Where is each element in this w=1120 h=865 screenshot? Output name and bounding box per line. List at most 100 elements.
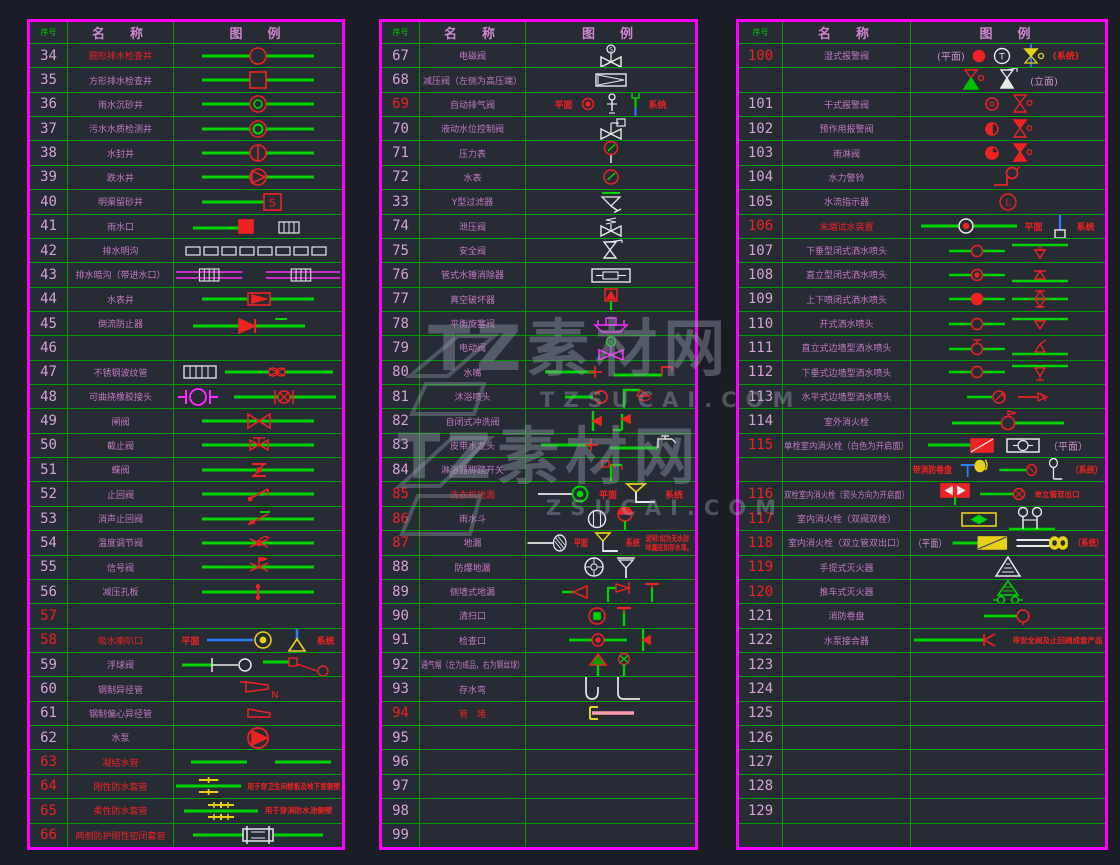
row-legend (174, 166, 342, 189)
row-name: 消防卷盘 (783, 604, 911, 628)
legend-row: 109 上下喷闭式洒水喷头 (739, 287, 1105, 312)
row-number: 63 (30, 750, 68, 774)
row-legend (174, 434, 342, 457)
legend-label: 带消防卷盘 (912, 466, 953, 477)
row-legend (911, 677, 1105, 700)
row-number: 69 (382, 92, 420, 117)
row-legend (911, 824, 1105, 847)
meter-well-icon (200, 289, 316, 309)
legend-row: 91 检查口 (382, 628, 695, 653)
sp-o-icon (948, 243, 1005, 259)
legend-row: 85 洗衣机地漏 平面 系统 (382, 482, 695, 507)
row-legend (526, 824, 695, 847)
row-name: 水泵接合器 (783, 628, 911, 652)
row-number: 86 (382, 506, 420, 531)
hyd115-box-icon (1005, 436, 1041, 454)
legend-row: 108 直立型闭式洒水喷头 (739, 263, 1105, 288)
row-name: 浮球阀 (68, 652, 174, 677)
row-legend (911, 312, 1105, 335)
row-number: 57 (30, 604, 68, 628)
row-name (783, 823, 911, 847)
row-name (783, 774, 911, 799)
row-legend (911, 288, 1105, 311)
row-name: 检查口 (420, 628, 526, 652)
legend-row: 62 水泵 (30, 726, 342, 751)
bell-icon (991, 166, 1025, 189)
row-legend (526, 263, 695, 286)
well-square-icon (200, 70, 316, 90)
row-legend (174, 409, 342, 432)
legend-row: 60 钢制异径管 N (30, 677, 342, 702)
row-number: 70 (382, 117, 420, 141)
el-pend-icon (1011, 241, 1068, 261)
legend-label: (系统) (1052, 52, 1080, 63)
row-legend (911, 775, 1105, 798)
reducer-ecc-icon (230, 703, 286, 723)
row-legend: L (911, 190, 1105, 213)
row-name: 室外消火栓 (783, 409, 911, 433)
row-number: 65 (30, 799, 68, 823)
row-legend: （平面） （系统） (911, 531, 1105, 554)
table-header-row: 序号名 称 图 例 (382, 22, 695, 44)
balance-icon (589, 312, 633, 335)
legend-row: 94 管 堵 (382, 701, 695, 727)
ext-hand-icon (994, 555, 1022, 579)
side1-icon (560, 582, 592, 602)
legend-row: 116 双栓室内消火栓（箭头方向为开启面） 单立管双出口 (739, 482, 1105, 507)
exdrain-sys-icon (613, 556, 639, 579)
row-name (68, 604, 174, 628)
row-name: 推车式灭火器 (783, 579, 911, 604)
legend-row: 42 排水明沟 (30, 238, 342, 264)
wet-elev1-icon (958, 68, 986, 91)
legend-row: 36 雨水沉砂井 (30, 92, 342, 118)
legend-table-valves-fixtures: 序号名 称图 例 67 电磁阀 S 68 减压阀（左侧为高压端） 69 自动排气阀 平面 系统 70… (379, 19, 698, 850)
row-name: 单栓室内消火栓（白色为开启面） (783, 433, 911, 458)
row-name: 闸阀 (68, 409, 174, 433)
row-number: 56 (30, 579, 68, 604)
row-name: 排水暗沟（带进水口） (68, 263, 174, 287)
endtest-plan-icon (921, 217, 1018, 235)
legend-row: 59 浮球阀 (30, 652, 342, 678)
legend-row: 118 室内消火栓（双立管双出口） （平面） （系统） (739, 531, 1105, 556)
row-legend (911, 506, 1105, 530)
shower1-icon (565, 388, 609, 406)
row-number (739, 68, 783, 92)
legend-label: (立面) (1030, 76, 1058, 88)
row-legend (526, 361, 695, 384)
row-name: 存水弯 (420, 677, 526, 701)
row-number: 80 (382, 360, 420, 385)
legend-row: 121 消防卷盘 (739, 604, 1105, 629)
row-legend (174, 531, 342, 554)
legend-table-fire-protection: 序号名 称 图 例 100 湿式报警阀 (平面) T (系统) (立面) 101 干式报警阀 102… (736, 19, 1108, 850)
legend-label: （系统） (1071, 466, 1104, 477)
row-name: 真空破坏器 (420, 287, 526, 311)
row-name: 安全阀 (420, 238, 526, 263)
legend-label: 平面 (598, 490, 617, 501)
row-number: 129 (739, 799, 783, 823)
orifice-icon (200, 582, 316, 602)
row-number: 64 (30, 774, 68, 799)
vent2-icon (615, 652, 633, 677)
legend-row: 52 止回阀 (30, 482, 342, 507)
row-legend (526, 775, 695, 798)
row-legend: 带安全阀及止回阀成套产品 (911, 629, 1105, 652)
row-name: 水平式边墙型洒水喷头 (783, 385, 911, 409)
row-legend (911, 604, 1105, 627)
row-legend (526, 409, 695, 432)
row-number: 44 (30, 287, 68, 311)
row-name: 直立型闭式洒水喷头 (783, 263, 911, 287)
row-legend (174, 141, 342, 164)
row-legend (526, 580, 695, 603)
row-number: 41 (30, 214, 68, 238)
row-number: 60 (30, 677, 68, 701)
row-number: 122 (739, 628, 783, 652)
row-name: 方形排水检查井 (68, 68, 174, 92)
row-name: 手提式灭火器 (783, 555, 911, 579)
row-name: 污水水质检测井 (68, 117, 174, 141)
row-name (68, 336, 174, 360)
legend-row: 56 减压孔板 (30, 579, 342, 605)
row-legend (174, 702, 342, 725)
row-name: 开式洒水喷头 (783, 311, 911, 336)
row-name (783, 677, 911, 701)
